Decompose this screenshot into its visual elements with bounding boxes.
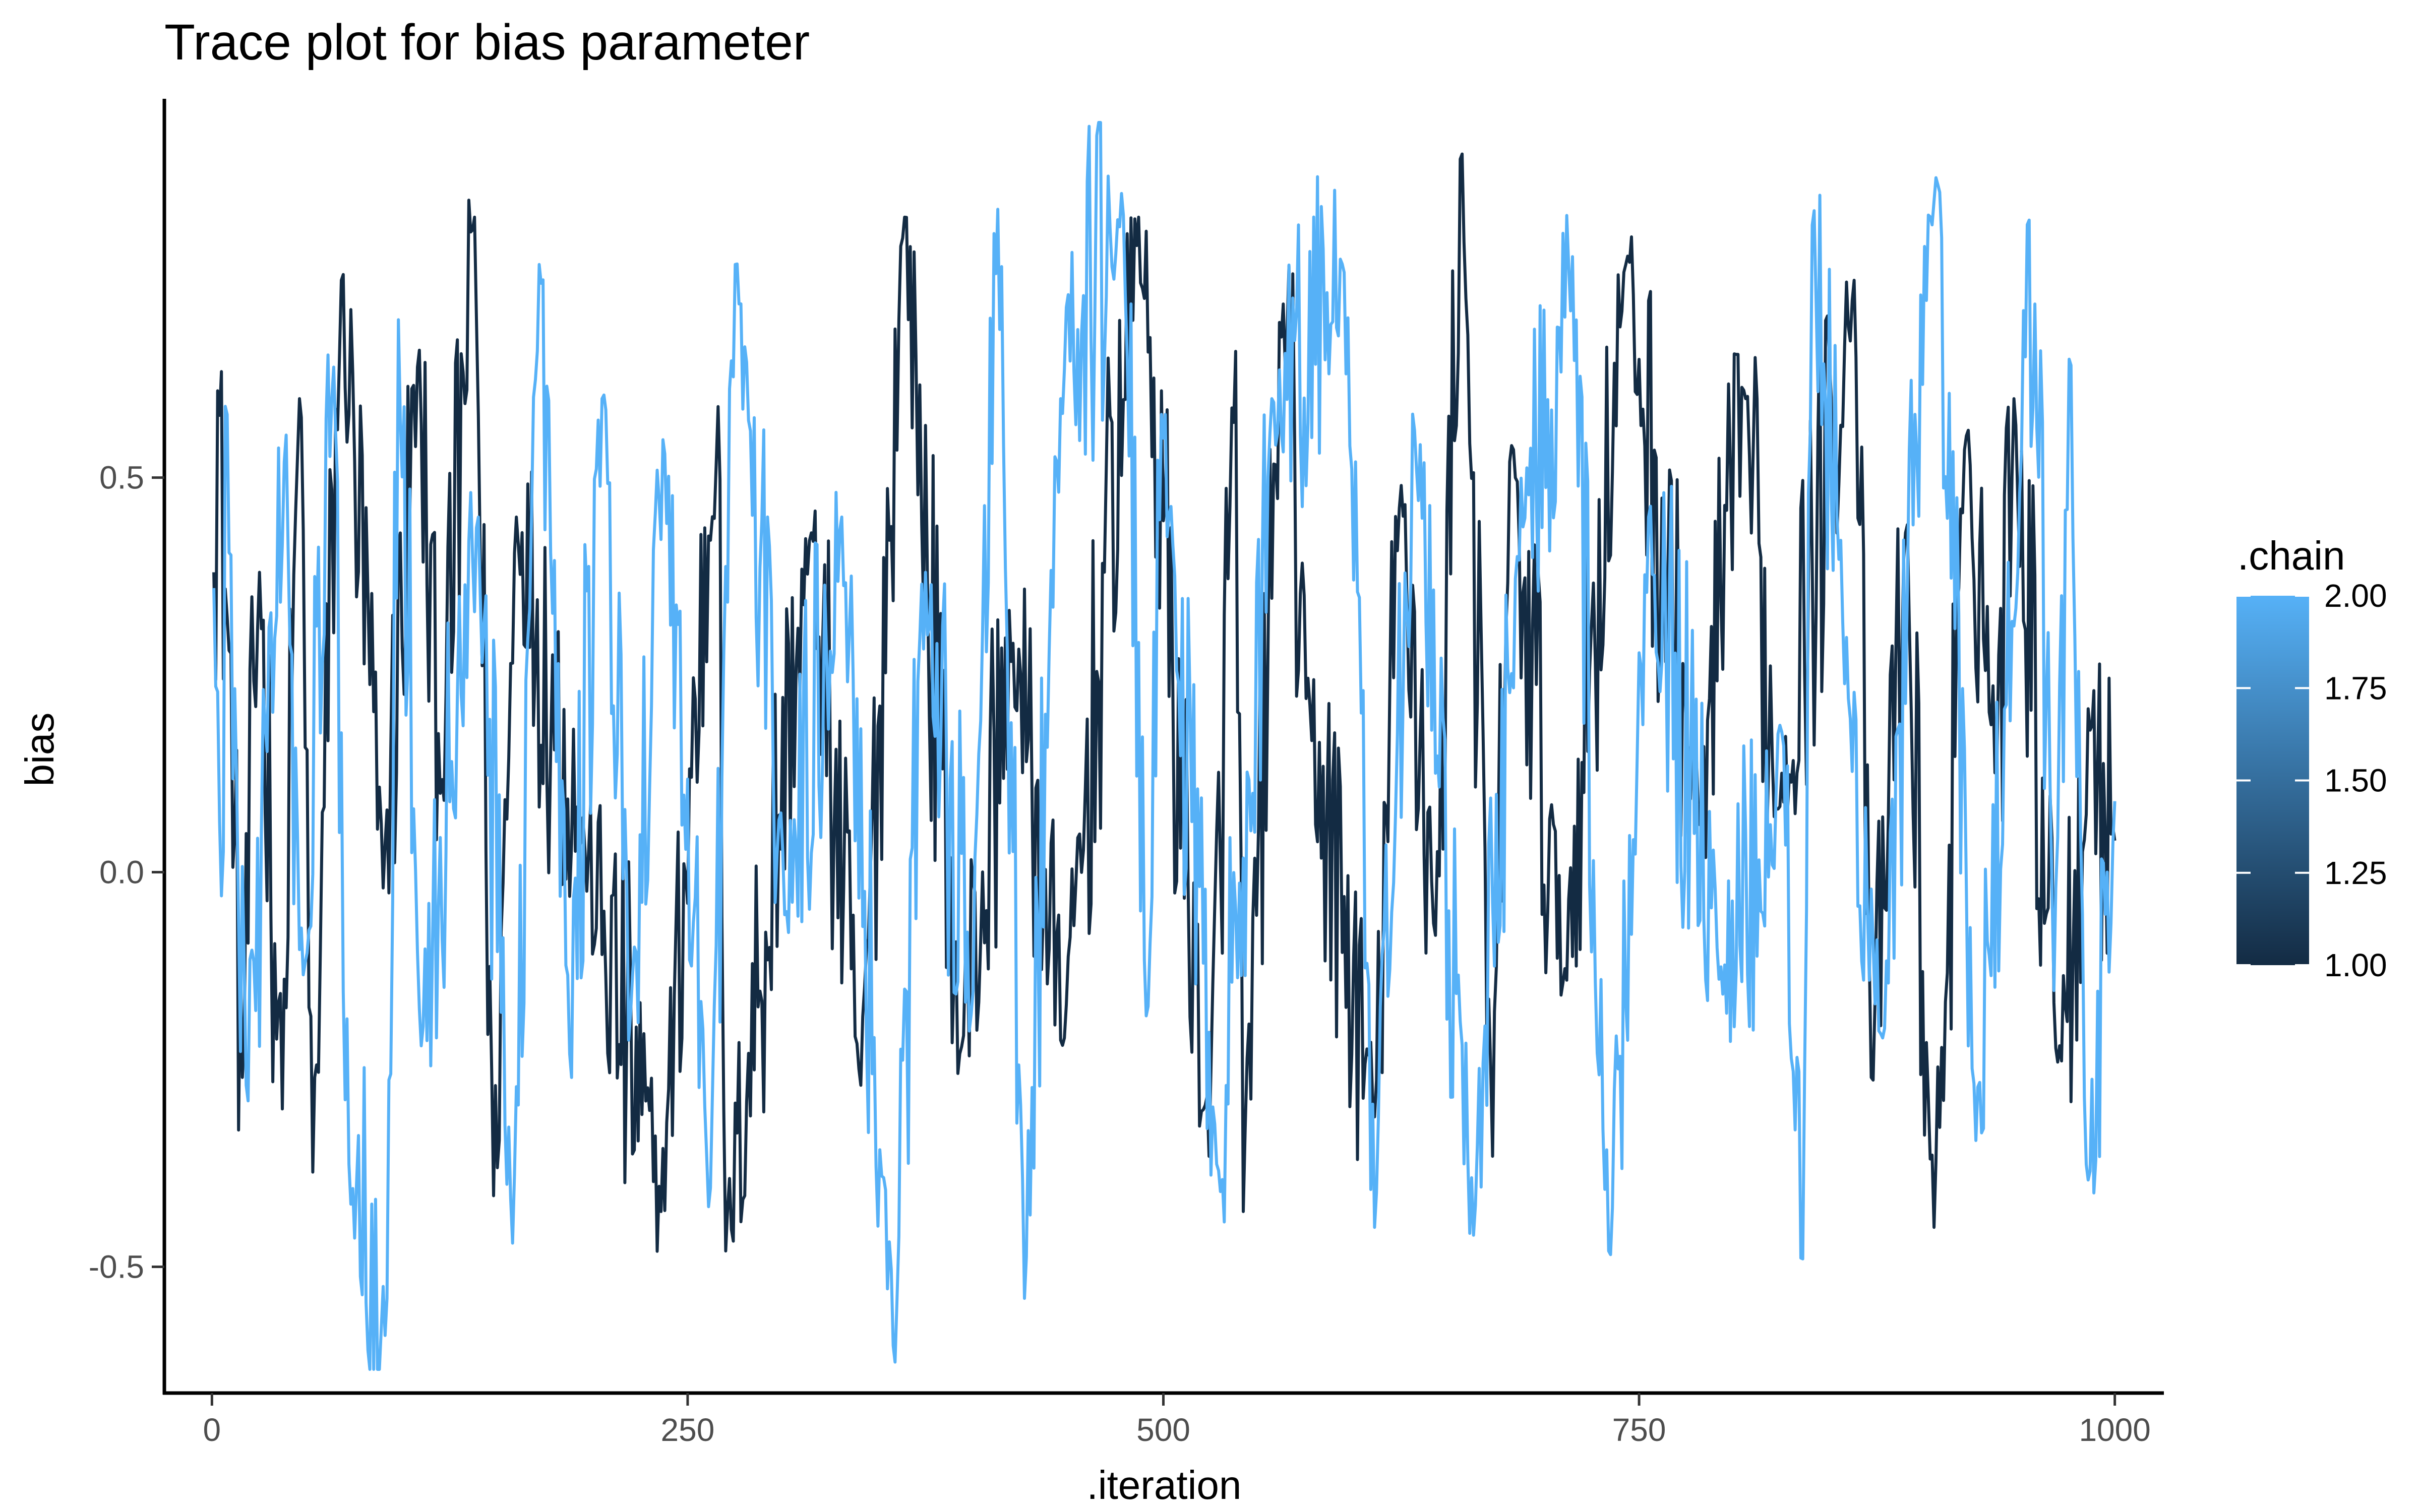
legend-tick-label: 1.50 xyxy=(2324,763,2387,799)
x-tick-label: 250 xyxy=(661,1412,715,1448)
legend-title: .chain xyxy=(2237,533,2345,578)
legend-tick-label: 1.00 xyxy=(2324,947,2387,983)
legend-tick-label: 2.00 xyxy=(2324,578,2387,614)
chart-title: Trace plot for bias parameter xyxy=(164,14,810,71)
legend-tick-label: 1.25 xyxy=(2324,855,2387,891)
series-layer xyxy=(212,121,2116,1371)
y-tick-label: 0.0 xyxy=(99,854,144,891)
legend-tick-label: 1.75 xyxy=(2324,670,2387,706)
y-tick-label: -0.5 xyxy=(89,1248,144,1285)
y-axis-ticks: -0.5 0.0 0.5 xyxy=(89,460,164,1285)
legend: .chain 2.00 1.75 1.50 1.25 1.00 xyxy=(2236,533,2387,983)
x-axis-ticks: 0 250 500 750 1000 xyxy=(203,1393,2151,1448)
x-tick-label: 750 xyxy=(1612,1412,1666,1448)
legend-colorbar-ticks: 2.00 1.75 1.50 1.25 1.00 xyxy=(2236,578,2387,983)
y-axis-title: bias xyxy=(17,713,62,787)
series-line-chain-2 xyxy=(212,121,2116,1371)
x-axis-title: .iteration xyxy=(1087,1463,1242,1507)
y-tick-label: 0.5 xyxy=(99,460,144,496)
x-tick-label: 500 xyxy=(1136,1412,1190,1448)
x-tick-label: 0 xyxy=(203,1412,221,1448)
x-tick-label: 1000 xyxy=(2079,1412,2150,1448)
